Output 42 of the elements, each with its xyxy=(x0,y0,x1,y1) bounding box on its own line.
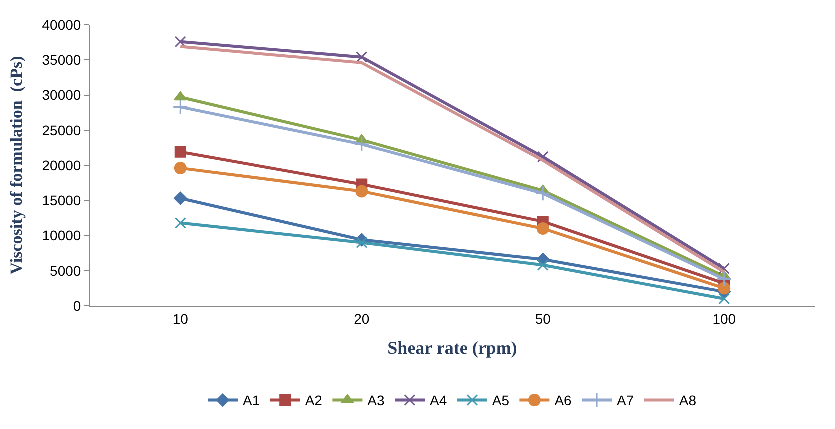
point xyxy=(174,192,188,206)
y-tick-label: 30000 xyxy=(42,87,82,104)
point xyxy=(718,293,730,305)
point xyxy=(716,272,732,288)
point xyxy=(537,151,549,163)
x-tick-label: 100 xyxy=(712,310,736,327)
x-axis-title: Shear rate (rpm) xyxy=(388,338,518,358)
point xyxy=(172,99,188,115)
point xyxy=(174,92,188,101)
legend-label: A1 xyxy=(243,392,260,409)
y-tick-label: 10000 xyxy=(42,228,82,244)
legend-label: A4 xyxy=(430,392,448,409)
y-tick-label: 15000 xyxy=(42,192,82,209)
legend-label: A5 xyxy=(492,392,510,409)
x-tick-label: 50 xyxy=(535,310,552,327)
point xyxy=(536,222,550,235)
point xyxy=(174,146,186,158)
legend-label: A2 xyxy=(305,392,323,409)
legend-label: A6 xyxy=(554,392,572,409)
x-tick-label: 20 xyxy=(354,310,370,327)
point xyxy=(174,162,187,175)
point xyxy=(354,136,370,152)
point xyxy=(356,52,368,64)
point xyxy=(174,36,186,48)
y-tick-label: 40000 xyxy=(42,16,82,33)
point xyxy=(537,260,549,272)
point xyxy=(356,237,368,249)
point xyxy=(718,263,730,275)
y-tick-label: 35000 xyxy=(42,52,82,68)
y-tick-label: 0 xyxy=(73,298,82,314)
legend-label: A8 xyxy=(679,392,697,409)
legend-label: A3 xyxy=(368,392,386,409)
legend-label: A7 xyxy=(617,392,634,409)
x-tick-label: 10 xyxy=(172,310,189,327)
point xyxy=(174,217,186,229)
point xyxy=(535,186,551,202)
y-tick-label: 25000 xyxy=(42,122,82,138)
y-axis-title: Viscosity of formulation (cPs) xyxy=(6,56,26,275)
y-tick-label: 20000 xyxy=(42,157,82,174)
point xyxy=(718,282,731,295)
point xyxy=(356,185,368,198)
y-tick-label: 5000 xyxy=(50,262,82,279)
